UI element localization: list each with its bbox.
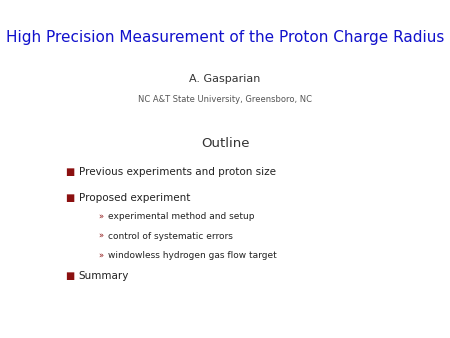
Text: ■: ■	[65, 271, 74, 281]
Text: »: »	[99, 232, 104, 241]
Text: Outline: Outline	[201, 137, 249, 150]
Text: High Precision Measurement of the Proton Charge Radius: High Precision Measurement of the Proton…	[6, 30, 444, 45]
Text: Previous experiments and proton size: Previous experiments and proton size	[79, 167, 276, 177]
Text: A. Gasparian: A. Gasparian	[189, 74, 261, 84]
Text: ■: ■	[65, 167, 74, 177]
Text: NC A&T State University, Greensboro, NC: NC A&T State University, Greensboro, NC	[138, 95, 312, 104]
Text: Proposed experiment: Proposed experiment	[79, 193, 190, 203]
Text: windowless hydrogen gas flow target: windowless hydrogen gas flow target	[108, 251, 277, 261]
Text: experimental method and setup: experimental method and setup	[108, 212, 255, 221]
Text: Summary: Summary	[79, 271, 129, 281]
Text: »: »	[99, 251, 104, 261]
Text: »: »	[99, 212, 104, 221]
Text: control of systematic errors: control of systematic errors	[108, 232, 233, 241]
Text: ■: ■	[65, 193, 74, 203]
